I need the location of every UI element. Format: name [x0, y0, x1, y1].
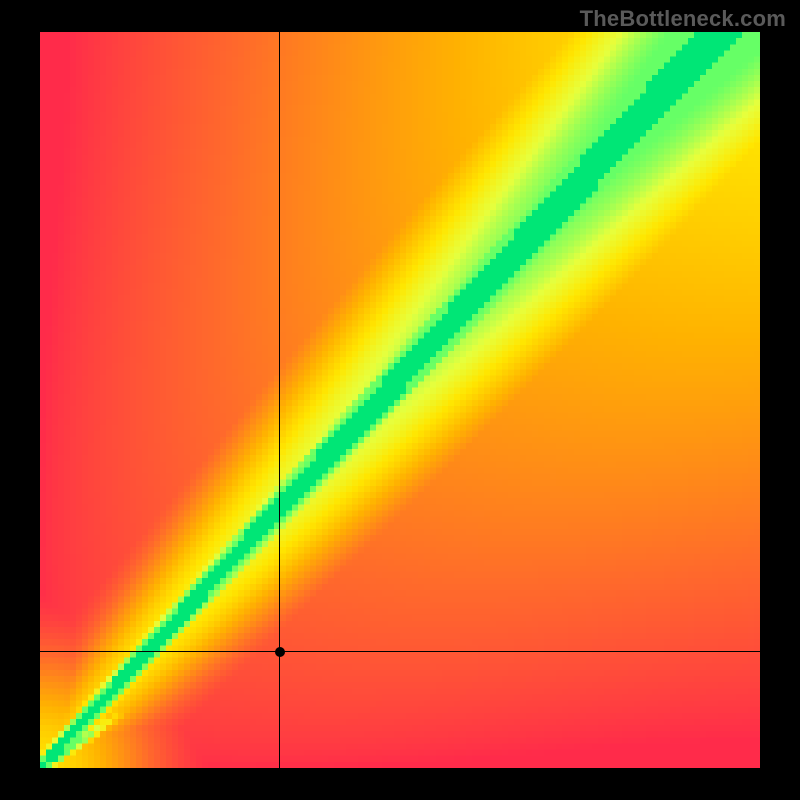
crosshair-horizontal	[40, 651, 760, 652]
plot-area	[40, 32, 760, 768]
watermark-text: TheBottleneck.com	[580, 6, 786, 32]
crosshair-vertical	[279, 32, 280, 768]
chart-container: TheBottleneck.com	[0, 0, 800, 800]
crosshair-marker	[275, 647, 285, 657]
heatmap-canvas	[40, 32, 760, 768]
